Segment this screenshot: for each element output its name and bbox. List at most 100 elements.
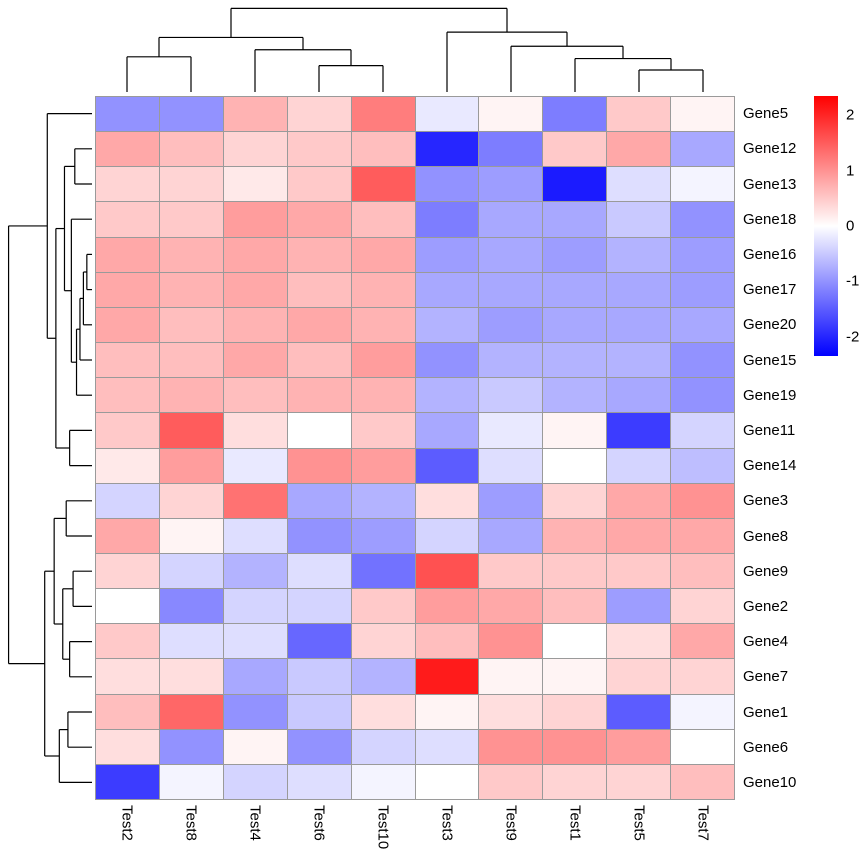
heatmap-cell <box>479 343 543 378</box>
row-label: Gene10 <box>743 773 797 791</box>
heatmap-cell <box>351 483 415 518</box>
heatmap-cell <box>415 307 479 343</box>
heatmap-cell <box>671 694 734 729</box>
heatmap-cell <box>287 97 351 132</box>
heatmap-cell <box>159 132 223 167</box>
heatmap-cell <box>287 589 351 624</box>
heatmap-cell <box>543 413 607 448</box>
heatmap-cell <box>96 553 159 589</box>
heatmap-cell <box>671 97 734 132</box>
color-legend-gradient-bar <box>814 96 838 356</box>
heatmap-cell <box>479 97 543 132</box>
heatmap-cell <box>96 483 159 518</box>
heatmap-cell <box>96 202 159 237</box>
heatmap-cell <box>287 764 351 799</box>
legend-tick-label: 1 <box>846 162 855 180</box>
heatmap-cell <box>96 659 159 694</box>
heatmap-cell <box>543 483 607 518</box>
heatmap-cell <box>287 378 351 413</box>
row-dendrogram <box>6 96 92 800</box>
heatmap-cell <box>415 132 479 167</box>
heatmap-cell <box>671 167 734 202</box>
heatmap-cell <box>287 553 351 589</box>
row-label: Gene9 <box>743 562 789 580</box>
heatmap-cell <box>543 237 607 272</box>
column-label: Test1 <box>566 805 584 841</box>
heatmap-cell <box>223 272 287 307</box>
row-label: Gene7 <box>743 668 789 686</box>
column-label: Test8 <box>182 805 200 841</box>
row-label: Gene4 <box>743 633 789 651</box>
heatmap-cell <box>671 624 734 659</box>
heatmap-cell <box>543 167 607 202</box>
heatmap-cell <box>223 237 287 272</box>
heatmap-cell <box>159 343 223 378</box>
heatmap-cell <box>96 589 159 624</box>
heatmap-cell <box>671 764 734 799</box>
heatmap-cell <box>543 518 607 553</box>
heatmap-cell <box>543 764 607 799</box>
heatmap-cell <box>96 729 159 764</box>
row-label: Gene1 <box>743 703 789 721</box>
heatmap-cell <box>159 307 223 343</box>
heatmap-cell <box>96 97 159 132</box>
heatmap-grid <box>95 96 735 800</box>
heatmap-cell <box>96 448 159 483</box>
row-label: Gene14 <box>743 457 797 475</box>
row-labels: Gene5 Gene12 Gene13 Gene18 Gene16 Gene17 Gene2… <box>743 96 815 800</box>
heatmap-cell <box>96 237 159 272</box>
heatmap-cell <box>96 694 159 729</box>
heatmap-cell <box>96 167 159 202</box>
heatmap-cell <box>287 694 351 729</box>
column-dendrogram-svg <box>126 7 704 92</box>
row-label: Gene19 <box>743 386 797 404</box>
heatmap-cell <box>351 307 415 343</box>
heatmap-cell <box>351 518 415 553</box>
heatmap-cell <box>159 167 223 202</box>
heatmap-cell <box>159 624 223 659</box>
heatmap-cell <box>415 97 479 132</box>
heatmap-cell <box>607 202 671 237</box>
column-label: Test9 <box>502 805 520 841</box>
heatmap-cell <box>287 518 351 553</box>
heatmap-cell <box>479 202 543 237</box>
heatmap-cell <box>415 483 479 518</box>
heatmap-cell <box>159 764 223 799</box>
heatmap-cell <box>415 378 479 413</box>
heatmap-cell <box>351 132 415 167</box>
heatmap-cell <box>287 483 351 518</box>
heatmap-cell <box>223 413 287 448</box>
heatmap-cell <box>415 448 479 483</box>
heatmap-cell <box>223 448 287 483</box>
heatmap-cell <box>479 553 543 589</box>
heatmap-cell <box>159 553 223 589</box>
heatmap-cell <box>415 413 479 448</box>
heatmap-cell <box>607 553 671 589</box>
heatmap-cell <box>351 202 415 237</box>
heatmap-cell <box>479 518 543 553</box>
heatmap-cell <box>223 729 287 764</box>
heatmap-cell <box>96 343 159 378</box>
heatmap-cell <box>96 307 159 343</box>
row-label: Gene6 <box>743 738 789 756</box>
heatmap-cell <box>671 343 734 378</box>
heatmap-cell <box>671 448 734 483</box>
heatmap-cell <box>543 132 607 167</box>
heatmap-cell <box>351 553 415 589</box>
column-label: Test7 <box>694 805 712 841</box>
legend-tick-label: -1 <box>846 272 860 290</box>
heatmap-cell <box>671 518 734 553</box>
heatmap-cell <box>223 97 287 132</box>
heatmap-cell <box>607 483 671 518</box>
heatmap-cell <box>479 448 543 483</box>
heatmap-cell <box>543 272 607 307</box>
heatmap-cell <box>159 202 223 237</box>
heatmap-cell <box>415 237 479 272</box>
heatmap-cell <box>159 483 223 518</box>
heatmap-cell <box>351 764 415 799</box>
column-label: Test5 <box>630 805 648 841</box>
legend-tick-label: -2 <box>846 328 860 346</box>
heatmap-cell <box>543 729 607 764</box>
heatmap-cell <box>415 343 479 378</box>
heatmap-cell <box>543 202 607 237</box>
